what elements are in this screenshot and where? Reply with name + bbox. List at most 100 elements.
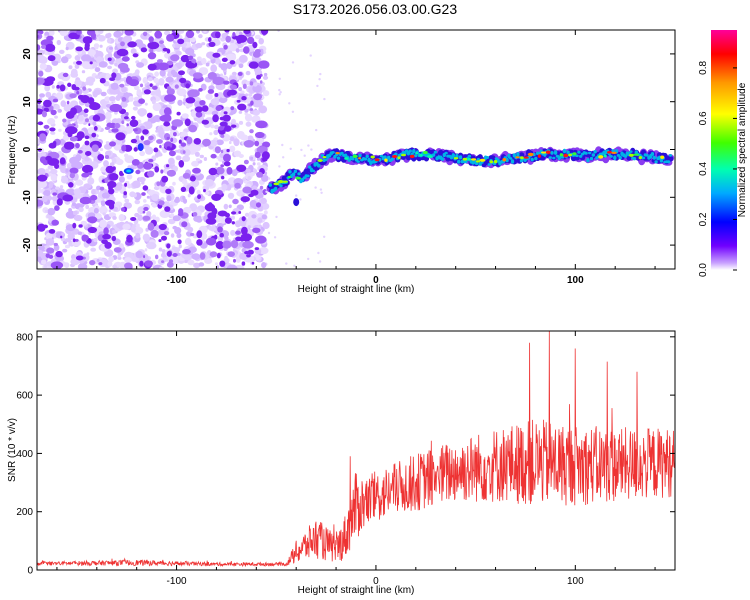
ridge-blob bbox=[340, 151, 344, 155]
noise-speckle bbox=[119, 83, 125, 88]
noise-speckle bbox=[146, 195, 150, 199]
noise-speckle bbox=[252, 41, 258, 49]
noise-speckle bbox=[230, 229, 236, 236]
noise-speckle bbox=[142, 210, 146, 214]
noise-speckle bbox=[128, 96, 134, 102]
noise-speckle bbox=[115, 95, 121, 101]
noise-speckle bbox=[60, 100, 67, 107]
ridge-blob bbox=[308, 165, 312, 169]
noise-speckle bbox=[224, 255, 228, 261]
noise-speckle bbox=[104, 111, 112, 120]
ridge-hotspot bbox=[317, 159, 323, 162]
noise-speckle bbox=[68, 65, 73, 70]
ridge-hotspot bbox=[287, 175, 291, 179]
noise-speckle bbox=[147, 52, 157, 60]
noise-speckle bbox=[37, 55, 47, 64]
noise-speckle bbox=[220, 164, 225, 168]
ridge-blob bbox=[550, 151, 554, 155]
noise-speckle bbox=[153, 77, 159, 84]
spectrogram-x-axis-label: Height of straight line (km) bbox=[298, 284, 415, 295]
noise-speckle bbox=[315, 128, 318, 132]
noise-speckle bbox=[323, 235, 326, 238]
noise-speckle bbox=[214, 146, 221, 154]
noise-speckle bbox=[48, 229, 56, 234]
noise-speckle bbox=[192, 212, 198, 217]
ridge-blob bbox=[509, 157, 513, 160]
noise-speckle bbox=[230, 39, 235, 44]
noise-speckle bbox=[229, 60, 236, 65]
noise-speckle bbox=[124, 182, 128, 187]
noise-speckle bbox=[189, 175, 196, 182]
noise-speckle bbox=[253, 82, 258, 87]
ridge-blob bbox=[279, 184, 283, 188]
noise-speckle bbox=[190, 232, 195, 237]
snr-y-axis-label: SNR (10 * v/v) bbox=[7, 418, 18, 482]
noise-speckle bbox=[99, 186, 105, 191]
ridge-blob bbox=[632, 157, 637, 161]
noise-speckle bbox=[241, 261, 246, 266]
noise-speckle bbox=[182, 249, 191, 255]
noise-speckle bbox=[109, 195, 114, 200]
noise-speckle bbox=[242, 241, 254, 249]
ridge-blob bbox=[268, 183, 272, 187]
noise-speckle bbox=[59, 30, 69, 37]
ridge-blob bbox=[320, 154, 324, 158]
y-tick-label: 600 bbox=[16, 391, 33, 402]
noise-speckle bbox=[83, 183, 92, 189]
noise-speckle bbox=[52, 192, 57, 196]
ridge-blob bbox=[553, 150, 558, 155]
noise-speckle bbox=[109, 103, 123, 113]
noise-speckle bbox=[205, 191, 210, 195]
noise-speckle bbox=[126, 174, 133, 180]
ridge-hotspot bbox=[401, 153, 406, 157]
noise-speckle bbox=[97, 154, 105, 161]
noise-speckle bbox=[238, 211, 242, 214]
noise-speckle bbox=[161, 235, 167, 241]
noise-speckle bbox=[146, 112, 153, 118]
noise-speckle bbox=[239, 220, 247, 227]
noise-speckle bbox=[161, 114, 172, 123]
noise-speckle bbox=[115, 132, 126, 141]
noise-speckle bbox=[96, 185, 101, 191]
noise-speckle bbox=[130, 138, 137, 144]
noise-speckle bbox=[245, 168, 251, 174]
ridge-blob bbox=[584, 151, 588, 155]
noise-speckle bbox=[238, 87, 243, 92]
noise-speckle bbox=[130, 226, 136, 233]
noise-speckle bbox=[39, 133, 47, 142]
noise-speckle bbox=[207, 212, 217, 220]
noise-speckle bbox=[48, 30, 55, 36]
ridge-blob bbox=[613, 155, 617, 161]
noise-speckle bbox=[160, 65, 164, 69]
noise-speckle bbox=[109, 141, 116, 147]
noise-speckle bbox=[210, 124, 215, 129]
colorbar-label: Normalized spectral amplitude bbox=[737, 82, 748, 217]
ridge-blob bbox=[485, 156, 490, 159]
noise-speckle bbox=[45, 155, 52, 161]
noise-speckle bbox=[63, 141, 75, 150]
noise-speckle bbox=[166, 48, 171, 54]
noise-speckle bbox=[303, 154, 306, 157]
noise-speckle bbox=[219, 121, 228, 127]
noise-speckle bbox=[203, 157, 208, 161]
noise-speckle bbox=[183, 149, 191, 157]
noise-speckle bbox=[50, 261, 64, 269]
noise-speckle bbox=[176, 88, 187, 97]
noise-speckle bbox=[152, 102, 162, 112]
colorbar-gradient bbox=[711, 30, 737, 270]
noise-speckle bbox=[299, 198, 302, 201]
ridge-blob bbox=[510, 159, 515, 164]
noise-speckle bbox=[182, 172, 191, 179]
noise-speckle bbox=[83, 113, 88, 117]
noise-speckle bbox=[161, 260, 165, 263]
noise-speckle bbox=[223, 111, 228, 115]
ridge-blob bbox=[562, 148, 567, 154]
noise-speckle bbox=[241, 216, 246, 222]
noise-speckle bbox=[238, 120, 244, 125]
noise-speckle bbox=[145, 227, 149, 232]
noise-speckle bbox=[241, 96, 247, 101]
ridge-hotspot bbox=[598, 155, 604, 159]
noise-speckle bbox=[143, 255, 146, 259]
noise-speckle bbox=[62, 134, 70, 141]
noise-speckle bbox=[68, 182, 74, 188]
